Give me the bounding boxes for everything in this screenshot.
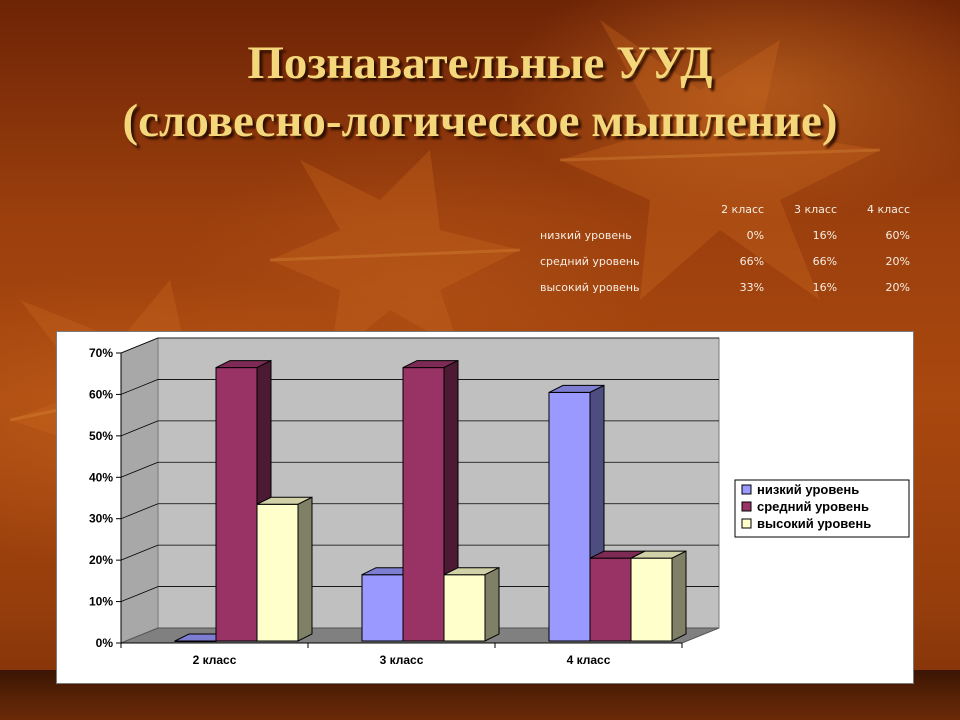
bar-средний-уровень-2 [589,557,632,642]
table-cell: 66% [812,254,838,268]
table-row: низкий уровень 0% 16% 60% [540,222,910,248]
y-tick-label: 50% [89,429,113,443]
bar-низкий-уровень-1 [361,574,404,642]
chart-area: 0% 10% 20% 30% 40% 50% 60% 70% 2 класс 3 класс 4 к… [56,331,914,684]
table-row: средний уровень 66% 66% 20% [540,248,910,274]
table-cell: 66% [739,254,765,268]
gridline-side [120,379,159,395]
x-tick-label: 3 класс [380,653,424,667]
legend-swatch [741,484,752,495]
bar-side [671,550,687,642]
bar-высокий-уровень-0 [256,503,299,642]
gridline-side [120,461,159,478]
y-tick-label: 10% [89,595,113,609]
bar-высокий-уровень-2 [630,557,673,642]
gridline-side [120,503,159,520]
table-corner [540,196,691,222]
y-tick-label: 20% [89,553,113,567]
gridline-side [120,544,159,561]
table-row-label: средний уровень [540,254,640,268]
table-row: высокий уровень 33% 16% 20% [540,274,910,300]
chart-side-wall [120,337,159,644]
bar-side [297,496,313,642]
table-cell: 60% [885,228,910,242]
y-tick-label: 0% [96,636,114,650]
bar-средний-уровень-1 [402,367,445,642]
gridline-side [120,420,159,437]
table-cell: 16% [812,280,838,294]
y-tick-label: 70% [89,346,113,360]
bar-средний-уровень-0 [215,367,258,642]
bar-chart: 0% 10% 20% 30% 40% 50% 60% 70% 2 класс 3 класс 4 к… [89,337,910,667]
legend-label: средний уровень [757,499,869,514]
slide-title: Познавательные УУД (словесно-логическое … [0,34,960,150]
table-row-label: низкий уровень [540,228,632,242]
y-tick-label: 30% [89,512,113,526]
legend-swatch [741,501,752,512]
legend-label: высокий уровень [757,516,871,531]
table-col-header: 3 класс [794,202,838,216]
title-line-2: (словесно-логическое мышление) [122,95,838,147]
legend-swatch [741,518,752,529]
table-row-label: высокий уровень [540,280,640,294]
table-cell: 20% [885,280,910,294]
table-col-header: 2 класс [721,202,765,216]
table-cell: 16% [812,228,838,242]
gridline-side [120,337,159,354]
gridline-side [120,586,159,602]
data-table: 2 класс 3 класс 4 класс низкий уровень 0… [540,196,910,300]
table-cell: 33% [739,280,765,294]
title-line-1: Познавательные УУД [247,37,713,89]
bar-низкий-уровень-2 [548,391,591,642]
bar-side [484,566,500,642]
x-tick-label: 2 класс [193,653,237,667]
x-tick-label: 4 класс [567,653,611,667]
y-tick-label: 60% [89,387,113,401]
legend-label: низкий уровень [757,482,859,497]
table-cell: 0% [746,228,765,242]
table-cell: 20% [885,254,910,268]
chart-legend [734,479,910,538]
table-header-row: 2 класс 3 класс 4 класс [540,196,910,222]
y-tick-label: 40% [89,470,113,484]
table-col-header: 4 класс [866,202,910,216]
bar-высокий-уровень-1 [443,574,486,642]
